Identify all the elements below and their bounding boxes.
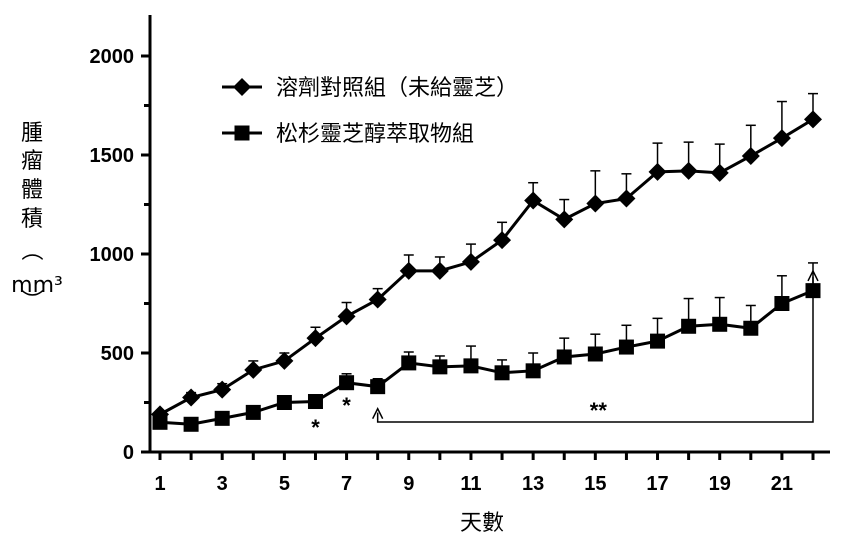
data-point [712,316,728,332]
data-point [432,359,448,375]
data-point [587,346,603,362]
data-point [461,252,480,271]
data-point [339,375,355,391]
legend-entry: 松杉靈芝醇萃取物組 [222,122,474,147]
legend-marker [233,78,251,96]
data-point [399,261,418,280]
y-tick-label: 2000 [90,46,135,68]
data-point [370,379,386,395]
data-point [586,194,605,213]
data-point [681,318,697,334]
series-line [159,289,814,426]
data-point [679,161,698,180]
y-axis-label-char: 積 [21,207,43,232]
bracket-arrow-left [371,406,384,419]
data-point [804,110,822,129]
data-point [650,333,666,349]
data-point [463,358,479,374]
significance-star: * [311,415,320,440]
legend-marker [234,125,250,141]
series-square [152,262,821,432]
bracket-line [376,276,814,423]
data-point [743,320,759,336]
significance-star: * [342,393,351,418]
data-point [710,163,729,182]
y-tick-label: 500 [101,343,134,365]
y-tick-label: 0 [123,442,134,464]
significance-annotations: ** ** [311,269,819,440]
data-point [214,410,230,426]
data-point [494,365,510,381]
x-tick-label: 17 [646,473,668,495]
x-tick-label: 3 [217,473,228,495]
data-point [245,404,261,420]
x-tick-label: 1 [154,473,165,495]
legend-entry: 溶劑對照組（未給靈芝） [222,76,518,101]
x-tick-label: 11 [460,473,481,495]
x-tick-label: 9 [403,473,414,495]
y-axis-label-char: ） [18,289,43,311]
x-tick-label: 15 [584,473,606,495]
legend-label: 溶劑對照組（未給靈芝） [276,76,518,101]
data-point [306,329,325,348]
series-diamond [151,92,822,424]
x-axis-label: 天數 [460,511,504,536]
data-point [307,394,323,410]
y-axis-label-char: mm³ [11,273,63,298]
data-point [772,129,791,148]
data-point [618,339,634,355]
data-point [430,261,449,280]
y-axis-label-char: 瘤 [21,149,43,174]
x-tick-label: 19 [709,473,731,495]
data-point [805,283,821,299]
y-axis-label-char: 體 [21,178,43,203]
significance-bracket: ** [371,269,819,423]
data-point [182,388,201,407]
data-point [183,416,199,432]
data-point [275,351,294,370]
data-point [213,380,232,399]
data-point [648,162,667,181]
x-axis-ticks: 1 3 5 7 9 11 13 15 17 19 21 [154,452,815,495]
y-axis-ticks: 0 500 1000 1500 2000 [90,46,150,464]
x-tick-label: 13 [522,473,544,495]
data-point [368,290,387,309]
x-tick-label: 7 [341,473,352,495]
x-tick-label: 5 [279,473,290,495]
y-axis-label-char: （ [18,239,43,261]
x-tick-label: 21 [771,473,793,495]
axes [148,15,830,454]
legend-label: 松杉靈芝醇萃取物組 [276,122,474,147]
data-point [276,395,292,410]
y-tick-label: 1000 [90,244,135,266]
data-point [555,210,574,229]
data-point [617,189,636,208]
y-tick-label: 1500 [90,145,135,167]
data-point [525,363,541,379]
significance-label: ** [590,398,608,423]
data-point [337,307,356,326]
series-line [159,118,814,416]
data-point [493,231,512,250]
series-layer [151,92,822,432]
legend: 溶劑對照組（未給靈芝） 松杉靈芝醇萃取物組 [222,76,518,147]
data-point [741,146,760,165]
y-axis-label-char: 腫 [21,121,43,146]
data-point [152,414,168,430]
data-point [244,360,263,379]
data-point [401,355,417,371]
data-point [556,349,572,365]
data-point [524,191,543,210]
data-point [774,296,790,311]
